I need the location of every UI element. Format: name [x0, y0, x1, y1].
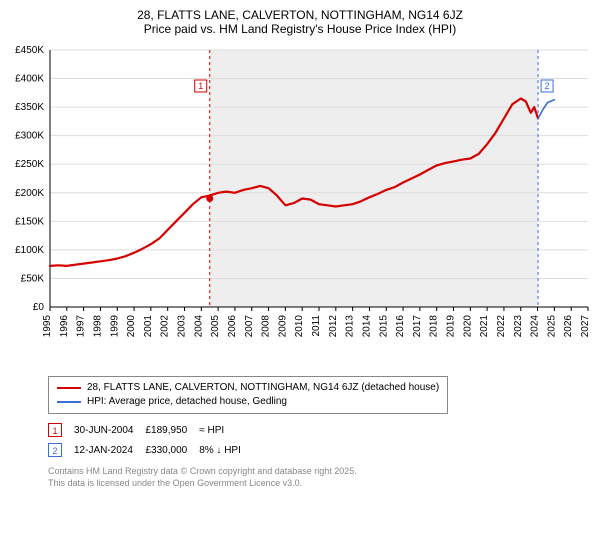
legend-item: HPI: Average price, detached house, Gedl… — [57, 395, 439, 409]
sale-delta: ≈ HPI — [199, 420, 253, 440]
svg-text:2015: 2015 — [378, 315, 389, 338]
footer: Contains HM Land Registry data © Crown c… — [48, 466, 592, 489]
svg-text:£350K: £350K — [15, 102, 44, 113]
chart-title-block: 28, FLATTS LANE, CALVERTON, NOTTINGHAM, … — [8, 8, 592, 36]
svg-text:2: 2 — [545, 81, 550, 91]
svg-text:£300K: £300K — [15, 131, 44, 142]
svg-text:2017: 2017 — [412, 315, 423, 338]
price-chart: £0 £50K £100K £150K £200K £250K £300K £350K £400… — [8, 42, 592, 372]
svg-text:2025: 2025 — [546, 315, 557, 338]
svg-text:2021: 2021 — [479, 315, 490, 338]
table-row: 2 12-JAN-2024 £330,000 8% ↓ HPI — [48, 440, 253, 460]
svg-text:2003: 2003 — [177, 315, 188, 338]
svg-text:2008: 2008 — [261, 315, 272, 338]
svg-text:1995: 1995 — [42, 315, 53, 338]
svg-text:£100K: £100K — [15, 245, 44, 256]
chart-title-main: 28, FLATTS LANE, CALVERTON, NOTTINGHAM, … — [8, 8, 592, 22]
legend-item: 28, FLATTS LANE, CALVERTON, NOTTINGHAM, … — [57, 381, 439, 395]
svg-text:2014: 2014 — [361, 315, 372, 338]
svg-text:2026: 2026 — [563, 315, 574, 338]
svg-text:£0: £0 — [33, 302, 45, 313]
svg-text:1996: 1996 — [59, 315, 70, 338]
sale-marker-badge: 2 — [48, 443, 62, 457]
svg-text:£50K: £50K — [21, 273, 45, 284]
legend-swatch — [57, 387, 81, 389]
svg-text:£200K: £200K — [15, 188, 44, 199]
svg-text:2001: 2001 — [143, 315, 154, 338]
sale-date: 30-JUN-2004 — [74, 420, 145, 440]
sale-price: £189,950 — [145, 420, 199, 440]
svg-text:2005: 2005 — [210, 315, 221, 338]
sale-delta: 8% ↓ HPI — [199, 440, 253, 460]
svg-text:2018: 2018 — [429, 315, 440, 338]
svg-text:2004: 2004 — [193, 315, 204, 338]
svg-text:2009: 2009 — [277, 315, 288, 338]
legend-label: 28, FLATTS LANE, CALVERTON, NOTTINGHAM, … — [87, 381, 439, 395]
legend-swatch — [57, 401, 81, 403]
svg-text:2007: 2007 — [244, 315, 255, 338]
chart-title-sub: Price paid vs. HM Land Registry's House … — [8, 22, 592, 36]
svg-text:2020: 2020 — [462, 315, 473, 338]
svg-text:2027: 2027 — [580, 315, 591, 338]
legend-label: HPI: Average price, detached house, Gedl… — [87, 395, 287, 409]
svg-text:2011: 2011 — [311, 315, 322, 337]
svg-text:2000: 2000 — [126, 315, 137, 338]
svg-text:1: 1 — [198, 81, 203, 91]
svg-text:2023: 2023 — [513, 315, 524, 338]
svg-text:2006: 2006 — [227, 315, 238, 338]
legend: 28, FLATTS LANE, CALVERTON, NOTTINGHAM, … — [48, 376, 448, 414]
footer-line: Contains HM Land Registry data © Crown c… — [48, 466, 592, 478]
svg-text:2012: 2012 — [328, 315, 339, 338]
sale-price: £330,000 — [145, 440, 199, 460]
svg-text:£250K: £250K — [15, 159, 44, 170]
svg-text:2019: 2019 — [446, 315, 457, 338]
svg-text:2010: 2010 — [294, 315, 305, 338]
svg-text:2016: 2016 — [395, 315, 406, 338]
svg-text:1998: 1998 — [92, 315, 103, 338]
svg-text:£150K: £150K — [15, 216, 44, 227]
footer-line: This data is licensed under the Open Gov… — [48, 478, 592, 490]
svg-text:1997: 1997 — [76, 315, 87, 338]
table-row: 1 30-JUN-2004 £189,950 ≈ HPI — [48, 420, 253, 440]
svg-text:2022: 2022 — [496, 315, 507, 338]
sale-date: 12-JAN-2024 — [74, 440, 145, 460]
svg-text:£450K: £450K — [15, 45, 44, 56]
svg-text:1999: 1999 — [109, 315, 120, 338]
sale-marker-badge: 1 — [48, 423, 62, 437]
svg-text:£400K: £400K — [15, 74, 44, 85]
svg-text:2024: 2024 — [530, 315, 541, 338]
svg-text:2013: 2013 — [345, 315, 356, 338]
sales-table: 1 30-JUN-2004 £189,950 ≈ HPI 2 12-JAN-20… — [48, 420, 253, 460]
svg-text:2002: 2002 — [160, 315, 171, 338]
